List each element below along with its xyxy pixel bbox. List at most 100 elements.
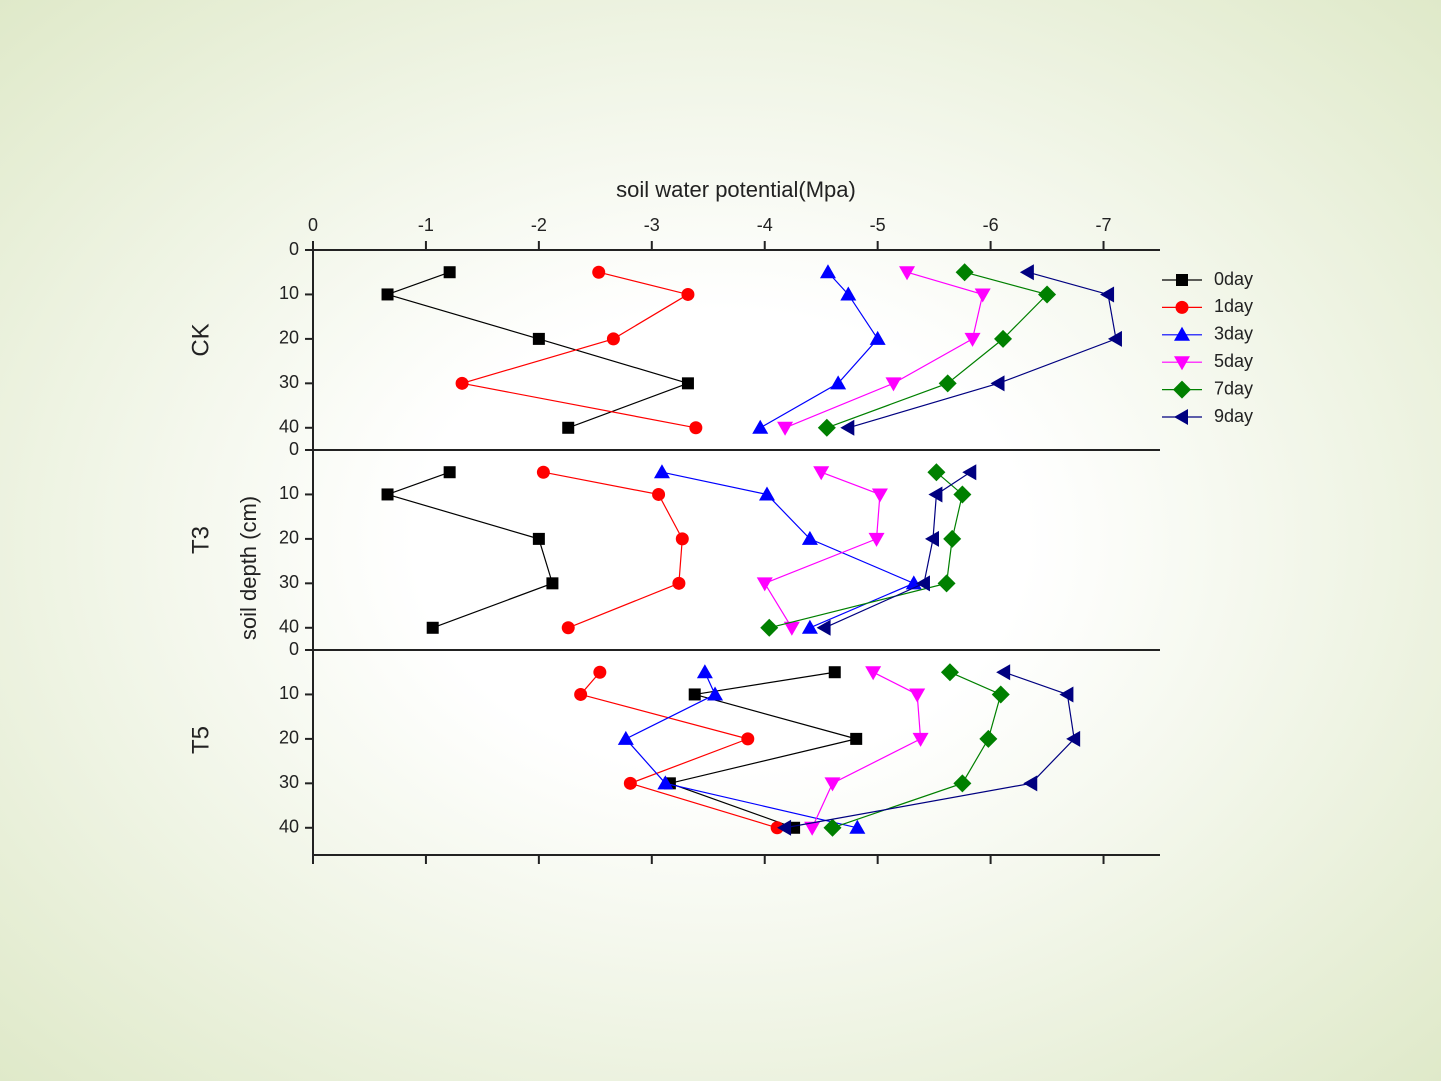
marker: [1107, 330, 1122, 347]
marker: [979, 729, 998, 748]
x-tick-label: -5: [870, 215, 886, 235]
marker: [823, 818, 842, 837]
marker: [849, 819, 866, 834]
legend-label: 1day: [1214, 296, 1253, 316]
marker: [1023, 775, 1038, 792]
marker: [760, 618, 779, 637]
y-tick-label: 20: [279, 728, 299, 748]
marker: [915, 575, 930, 592]
series-line: [784, 671, 1075, 829]
legend-label: 0day: [1214, 269, 1253, 289]
y-tick-label: 10: [279, 483, 299, 503]
legend-label: 9day: [1214, 406, 1253, 426]
series-line: [824, 471, 971, 629]
marker: [804, 821, 821, 836]
marker: [871, 488, 888, 503]
panel-label: T5: [187, 726, 214, 754]
marker: [1100, 286, 1115, 303]
marker: [443, 266, 456, 279]
series-line: [579, 671, 778, 829]
marker: [617, 730, 634, 745]
marker: [801, 619, 818, 634]
series-line: [826, 271, 1049, 429]
marker: [813, 466, 830, 481]
marker: [991, 685, 1010, 704]
marker: [964, 332, 981, 347]
marker: [653, 464, 670, 479]
marker: [801, 530, 818, 545]
marker: [953, 485, 972, 504]
marker: [652, 487, 666, 501]
marker: [777, 819, 792, 836]
marker: [688, 688, 701, 701]
marker: [532, 332, 545, 345]
marker: [912, 732, 929, 747]
y-tick-label: 30: [279, 772, 299, 792]
legend-label: 5day: [1214, 351, 1253, 371]
marker: [962, 464, 977, 481]
y-tick-label: 20: [279, 528, 299, 548]
marker: [593, 665, 607, 679]
marker: [752, 419, 769, 434]
marker: [657, 775, 674, 790]
marker: [928, 486, 943, 503]
marker: [840, 419, 855, 436]
marker: [696, 664, 713, 679]
marker: [817, 418, 836, 437]
marker: [681, 377, 694, 390]
marker: [1038, 285, 1057, 304]
marker: [1066, 730, 1081, 747]
y-tick-label: 20: [279, 328, 299, 348]
marker: [592, 265, 606, 279]
marker: [885, 377, 902, 392]
marker: [532, 532, 545, 545]
x-tick-label: -6: [983, 215, 999, 235]
marker: [783, 621, 800, 636]
y-tick-label: 40: [279, 417, 299, 437]
legend-marker: [1174, 326, 1190, 341]
marker: [455, 376, 469, 390]
x-tick-label: -7: [1096, 215, 1112, 235]
marker: [927, 463, 946, 482]
marker: [940, 663, 959, 682]
legend-marker: [1176, 274, 1188, 286]
marker: [953, 774, 972, 793]
series-line: [461, 271, 696, 429]
marker: [741, 732, 755, 746]
marker: [623, 776, 637, 790]
series-line: [811, 671, 922, 829]
x-tick-label: 0: [308, 215, 318, 235]
x-tick-label: -3: [644, 215, 660, 235]
marker: [777, 421, 794, 436]
marker: [574, 687, 588, 701]
y-tick-label: 10: [279, 683, 299, 703]
marker: [925, 530, 940, 547]
legend-marker: [1173, 380, 1191, 399]
marker: [996, 664, 1011, 681]
marker: [426, 621, 439, 634]
legend-label: 7day: [1214, 378, 1253, 398]
marker: [865, 666, 882, 681]
series-line: [385, 471, 554, 629]
x-tick-label: -4: [757, 215, 773, 235]
marker: [840, 286, 857, 301]
marker: [546, 577, 559, 590]
series-line: [385, 271, 690, 429]
legend-marker: [1174, 356, 1190, 371]
legend-marker: [1174, 409, 1188, 425]
marker: [850, 732, 863, 745]
marker: [937, 574, 956, 593]
marker: [899, 266, 916, 281]
marker: [819, 264, 836, 279]
legend-marker: [1175, 300, 1189, 314]
series-line: [759, 271, 879, 429]
y-tick-label: 0: [289, 439, 299, 459]
y-tick-label: 0: [289, 639, 299, 659]
marker: [1019, 264, 1034, 281]
marker: [816, 619, 831, 636]
marker: [606, 332, 620, 346]
marker: [943, 529, 962, 548]
x-tick-label: -2: [531, 215, 547, 235]
